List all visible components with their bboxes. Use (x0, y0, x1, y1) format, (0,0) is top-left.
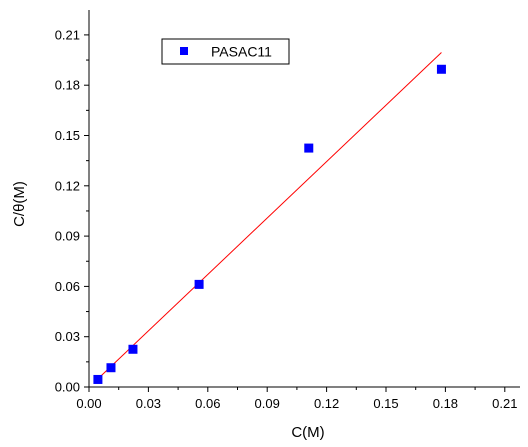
data-point (436, 64, 446, 74)
x-tick-label: 0.21 (492, 396, 517, 411)
data-points (93, 64, 446, 384)
x-tick-label: 0.00 (76, 396, 101, 411)
x-tick-label: 0.09 (255, 396, 280, 411)
data-point (93, 374, 103, 384)
x-tick-label: 0.03 (136, 396, 161, 411)
legend: PASAC11 (161, 38, 290, 65)
fit-line-group (96, 52, 442, 381)
y-tick-label: 0.12 (55, 178, 80, 193)
x-ticks: 0.00 0.03 0.06 0.09 0.12 0.15 0.18 0.21 (76, 387, 517, 411)
y-ticks: 0.00 0.03 0.06 0.09 0.12 0.15 0.18 0.21 (55, 27, 89, 395)
x-tick-label: 0.15 (373, 396, 398, 411)
data-point (304, 143, 314, 153)
x-axis-title: C(M) (291, 424, 324, 441)
plot-area: 0.00 0.03 0.06 0.09 0.12 0.15 0.18 0.21 0.000.0… (55, 10, 520, 411)
x-tick-label: 0.06 (195, 396, 220, 411)
y-tick-label: 0.03 (55, 329, 80, 344)
data-point (128, 344, 138, 354)
legend-marker (180, 47, 188, 55)
legend-label: PASAC11 (211, 44, 272, 60)
y-axis-title: C/θ(M) (11, 181, 28, 227)
fit-line (96, 52, 442, 381)
y-tick-label: 0.18 (55, 78, 80, 93)
y-tick-label: 0.09 (55, 229, 80, 244)
y-tick-label: 0.00 (55, 380, 80, 395)
y-tick-label: 0.21 (55, 27, 80, 42)
data-point (106, 363, 116, 373)
y-tick-label: 0.15 (55, 128, 80, 143)
x-tick-label: 0.12 (314, 396, 339, 411)
x-tick-label: 0.18 (433, 396, 458, 411)
data-point (194, 279, 204, 289)
y-tick-label: 0.06 (55, 279, 80, 294)
